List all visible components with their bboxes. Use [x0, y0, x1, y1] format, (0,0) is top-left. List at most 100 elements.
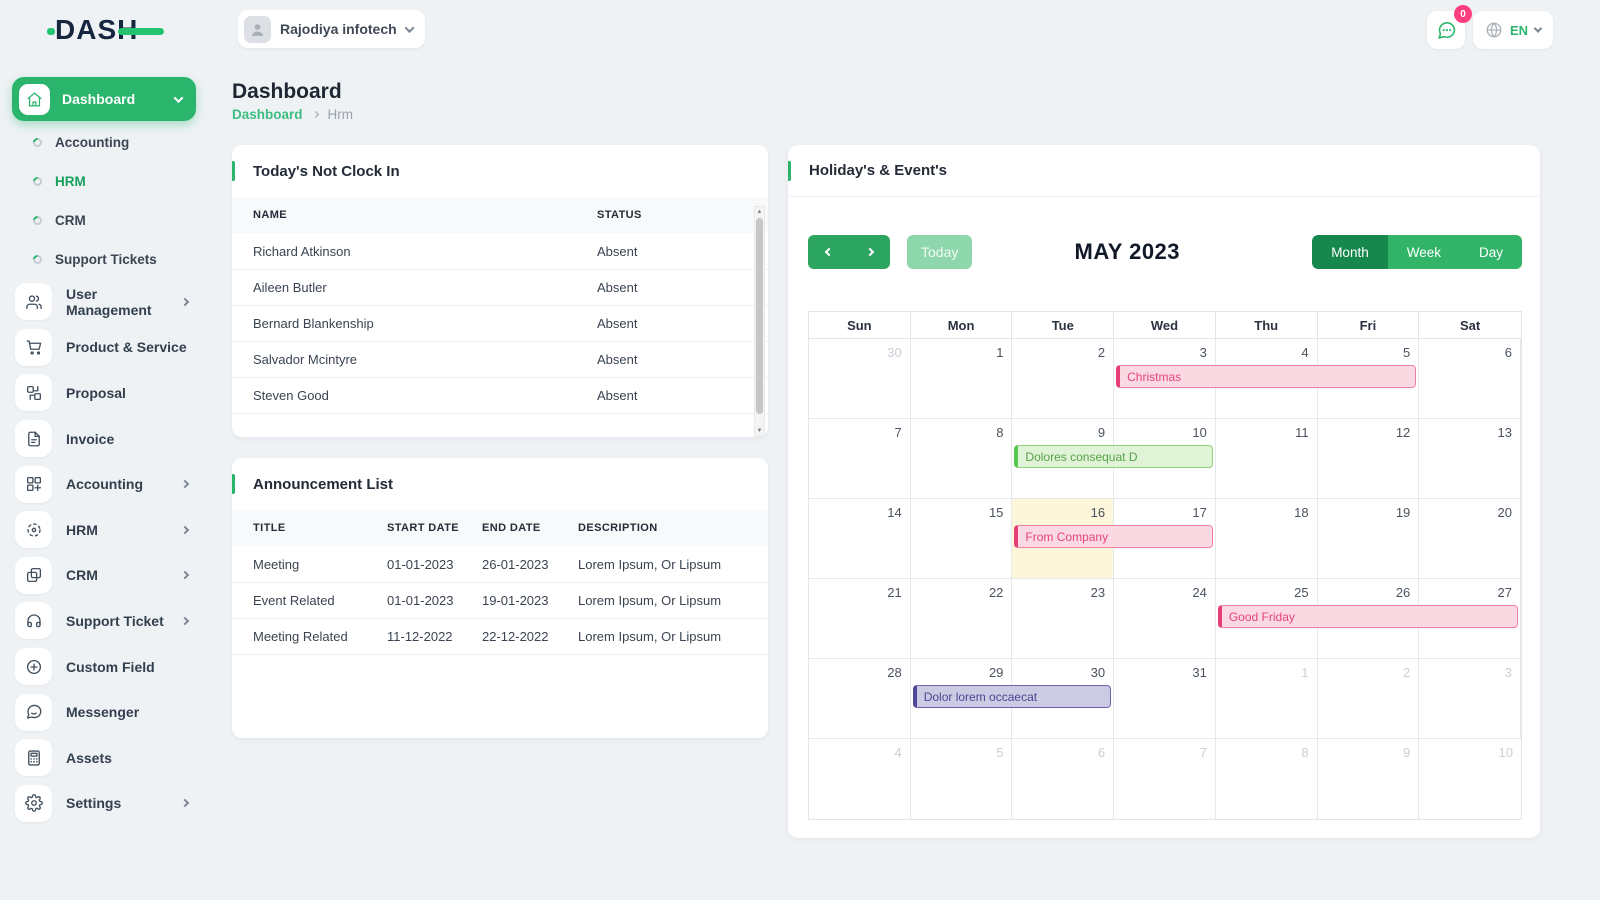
- sidebar-item-support-ticket[interactable]: Support Ticket: [0, 598, 210, 644]
- sidebar-item-dashboard[interactable]: Dashboard: [12, 77, 196, 121]
- day-number: 7: [894, 425, 902, 440]
- calendar-day-cell[interactable]: 2: [1317, 659, 1420, 739]
- calendar-day-cell[interactable]: 31: [1114, 659, 1216, 739]
- calendar-day-cell[interactable]: 5: [1317, 339, 1420, 419]
- calendar-day-cell[interactable]: 19: [1317, 499, 1420, 579]
- calendar-day-cell[interactable]: 2: [1012, 339, 1115, 419]
- sidebar-item-crm[interactable]: CRM: [0, 553, 210, 599]
- calendar-day-cell[interactable]: 15: [910, 499, 1013, 579]
- table-cell: Salvador Mcintyre: [253, 352, 358, 367]
- sidebar-subitem-crm[interactable]: CRM: [0, 201, 210, 240]
- calendar-day-cell[interactable]: 10: [1114, 419, 1216, 499]
- sidebar-item-messenger[interactable]: Messenger: [0, 689, 210, 735]
- calendar-next-button[interactable]: [849, 235, 890, 269]
- users-icon: [15, 283, 52, 321]
- sidebar-item-product-service[interactable]: Product & Service: [0, 325, 210, 371]
- calendar-toolbar: Today MAY 2023 Month Week Day: [808, 235, 1522, 269]
- calendar-today-button[interactable]: Today: [907, 235, 973, 269]
- card-accent-bar: [788, 161, 791, 181]
- calendar-day-cell[interactable]: 9: [1318, 739, 1420, 819]
- breadcrumb-current: Hrm: [327, 107, 354, 122]
- sidebar-item-invoice[interactable]: Invoice: [0, 416, 210, 462]
- calendar-day-cell[interactable]: 12: [1317, 419, 1420, 499]
- breadcrumb-dashboard-link[interactable]: Dashboard: [232, 107, 303, 122]
- sidebar-item-label: Product & Service: [66, 339, 187, 356]
- calendar-grid: Sun Mon Tue Wed Thu Fri Sat 30 1 2 3 4 5 6 Christmas 7…: [808, 311, 1522, 820]
- day-number: 21: [887, 585, 902, 600]
- messages-button[interactable]: 0: [1427, 5, 1472, 49]
- day-number: 8: [996, 425, 1004, 440]
- column-header: STATUS: [597, 209, 642, 221]
- calendar-prev-button[interactable]: [808, 235, 849, 269]
- weekday-label: Mon: [910, 312, 1013, 339]
- calendar-view-day-button[interactable]: Day: [1459, 235, 1522, 269]
- calendar-event-good-friday[interactable]: Good Friday: [1217, 605, 1518, 628]
- day-number: 30: [887, 345, 902, 360]
- day-number: 26: [1395, 585, 1411, 600]
- day-number: 22: [988, 585, 1004, 600]
- calendar-event-dolor-lorem-occaecat[interactable]: Dolor lorem occaecat: [912, 685, 1112, 708]
- calendar-event-dolores-consequat-d[interactable]: Dolores consequat D: [1014, 445, 1213, 468]
- calendar-day-cell[interactable]: 22: [910, 579, 1013, 659]
- calendar-day-cell[interactable]: 13: [1419, 419, 1521, 499]
- calendar-event-from-company[interactable]: From Company: [1014, 525, 1213, 548]
- day-number: 28: [887, 665, 902, 680]
- calendar-day-cell[interactable]: 7: [809, 419, 911, 499]
- calendar-day-cell[interactable]: 21: [809, 579, 911, 659]
- calendar-day-cell[interactable]: 6: [1419, 339, 1521, 419]
- sidebar-item-settings[interactable]: Settings: [0, 781, 210, 827]
- sidebar-item-hrm[interactable]: HRM: [0, 507, 210, 553]
- day-number: 31: [1192, 665, 1207, 680]
- calendar-day-cell[interactable]: 5: [911, 739, 1013, 819]
- sidebar-item-user-management[interactable]: User Management: [0, 279, 210, 325]
- calendar-day-cell[interactable]: 23: [1012, 579, 1115, 659]
- calendar-day-cell[interactable]: 1: [1215, 659, 1318, 739]
- home-icon: [19, 83, 50, 115]
- sidebar-item-proposal[interactable]: Proposal: [0, 370, 210, 416]
- language-selector[interactable]: EN: [1473, 11, 1554, 49]
- calendar-day-cell[interactable]: 27: [1419, 579, 1521, 659]
- scrollbar-thumb[interactable]: [756, 218, 763, 414]
- calendar-day-cell[interactable]: 17: [1114, 499, 1216, 579]
- calendar-view-month-button[interactable]: Month: [1312, 235, 1388, 269]
- sidebar-item-custom-field[interactable]: Custom Field: [0, 644, 210, 690]
- calendar-day-cell[interactable]: 8: [910, 419, 1013, 499]
- sidebar-subitem-support-tickets[interactable]: Support Tickets: [0, 240, 210, 279]
- day-number: 1: [996, 345, 1004, 360]
- calendar-view-week-button[interactable]: Week: [1387, 235, 1460, 269]
- card-accent-bar: [232, 161, 235, 181]
- calendar-day-cell[interactable]: 14: [809, 499, 911, 579]
- event-label: From Company: [1025, 529, 1109, 544]
- calendar-day-cell[interactable]: 7: [1114, 739, 1216, 819]
- calendar-day-cell[interactable]: 4: [809, 739, 911, 819]
- calendar-day-cell[interactable]: 1: [910, 339, 1013, 419]
- language-code: EN: [1510, 22, 1529, 38]
- sidebar-item-accounting[interactable]: Accounting: [0, 461, 210, 507]
- target-icon: [15, 511, 52, 549]
- calendar-day-cell[interactable]: 18: [1215, 499, 1318, 579]
- day-number: 16: [1090, 505, 1106, 520]
- calendar-day-cell[interactable]: 30: [1012, 659, 1115, 739]
- announcement-list-card: Announcement List TITLE START DATE END DAT…: [232, 458, 768, 738]
- calendar-event-christmas[interactable]: Christmas: [1116, 365, 1417, 388]
- table-scrollbar[interactable]: ▲ ▼: [754, 206, 765, 437]
- scroll-down-icon[interactable]: ▼: [756, 428, 763, 434]
- sidebar-item-label: Accounting: [66, 476, 143, 493]
- scroll-up-icon[interactable]: ▲: [756, 209, 763, 215]
- sidebar-subitem-hrm[interactable]: HRM: [0, 162, 210, 201]
- calendar-month-title: MAY 2023: [1074, 239, 1181, 264]
- calendar-day-cell[interactable]: 20: [1419, 499, 1521, 579]
- calendar-day-cell[interactable]: 28: [809, 659, 911, 739]
- calendar-day-cell[interactable]: 3: [1419, 659, 1521, 739]
- calendar-day-cell[interactable]: 24: [1114, 579, 1216, 659]
- sidebar-subitem-accounting[interactable]: Accounting: [0, 123, 210, 162]
- calendar-day-cell[interactable]: 11: [1215, 419, 1318, 499]
- calendar-day-cell[interactable]: 6: [1012, 739, 1115, 819]
- calendar-day-cell[interactable]: 30: [809, 339, 911, 419]
- calendar-day-cell[interactable]: 8: [1216, 739, 1318, 819]
- company-switcher[interactable]: Rajodiya infotech: [238, 10, 425, 48]
- day-number: 8: [1301, 745, 1309, 760]
- weekday-label: Fri: [1317, 312, 1420, 339]
- sidebar-item-assets[interactable]: Assets: [0, 735, 210, 781]
- calendar-day-cell[interactable]: 10: [1419, 739, 1521, 819]
